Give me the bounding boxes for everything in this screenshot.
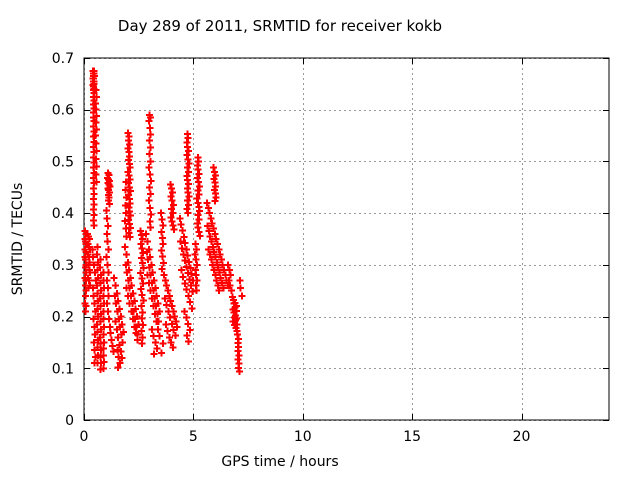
y-tick-label: 0.2 [52, 310, 74, 326]
x-tick-label: 20 [513, 429, 531, 445]
tick-labels: 0 5 10 15 20 0 0.1 0.2 0.3 0.4 0.5 0.6 0.7 [52, 51, 531, 445]
data-points [81, 67, 246, 375]
x-tick-label: 5 [189, 429, 198, 445]
y-tick-label: 0.7 [52, 51, 74, 67]
y-tick-label: 0.5 [52, 154, 74, 170]
x-tick-label: 10 [294, 429, 312, 445]
srmtid-markers [81, 67, 246, 375]
y-tick-label: 0.3 [52, 258, 74, 274]
y-tick-label: 0.4 [52, 206, 74, 222]
y-tick-label: 0.1 [52, 361, 74, 377]
y-tick-label: 0.6 [52, 103, 74, 119]
x-axis-label: GPS time / hours [221, 454, 338, 470]
y-tick-label: 0 [65, 413, 74, 429]
x-tick-label: 15 [403, 429, 421, 445]
x-tick-label: 0 [80, 429, 89, 445]
chart-title: Day 289 of 2011, SRMTID for receiver kok… [118, 17, 442, 35]
y-axis-label: SRMTID / TECUs [10, 183, 26, 296]
